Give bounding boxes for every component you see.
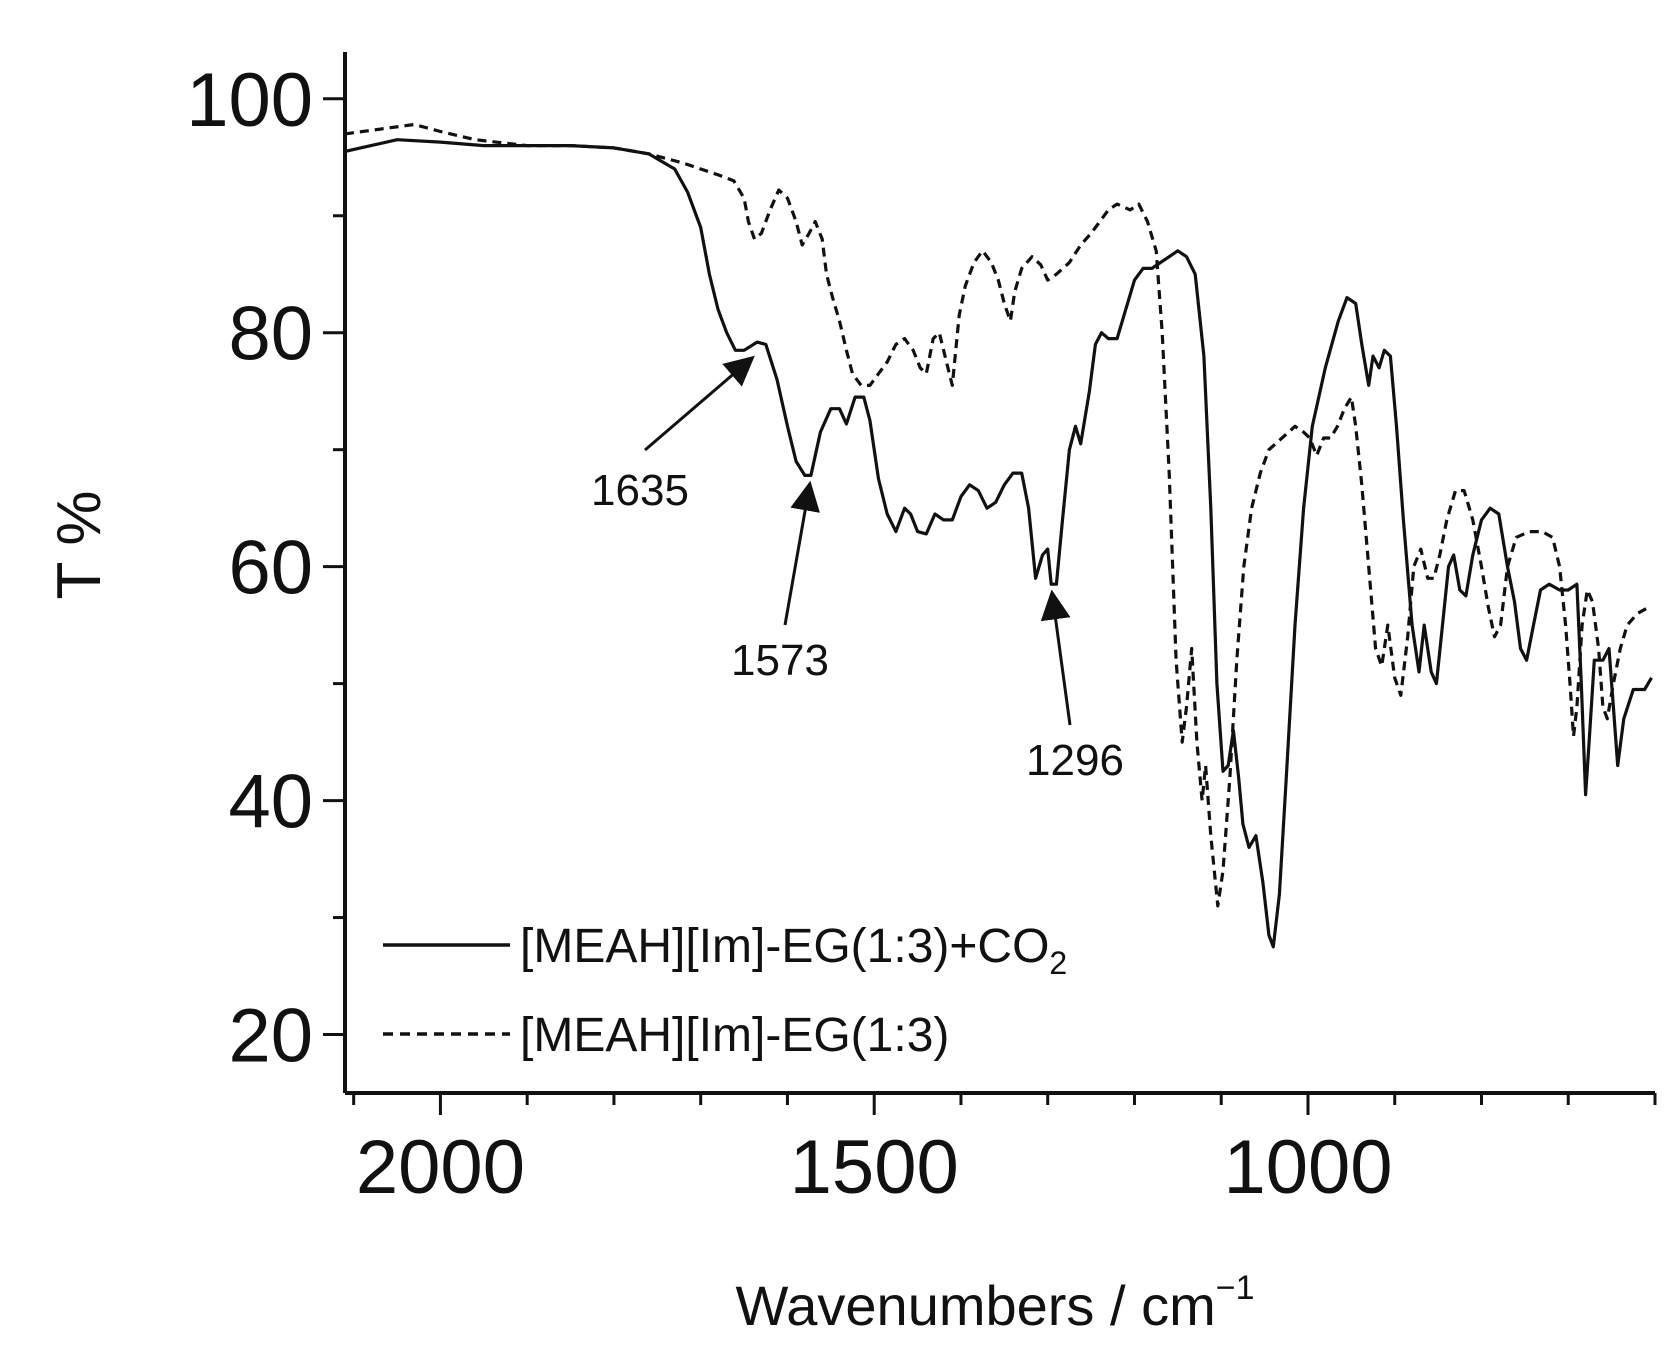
legend: [MEAH][Im]-EG(1:3)+CO2 [MEAH][Im]-EG(1:3… (383, 920, 1067, 1062)
y-tick-label: 60 (228, 526, 313, 611)
annotation-layer: 1635 1573 1296 (591, 355, 1124, 785)
legend-label-base: [MEAH][Im]-EG(1:3) (520, 1009, 949, 1062)
annotation-arrow-1573 (783, 480, 820, 626)
x-ticks: 2000 1500 1000 (352, 1093, 1657, 1210)
annotation-label-1573: 1573 (731, 636, 829, 685)
y-tick-label: 100 (186, 58, 313, 143)
series-layer (344, 122, 1653, 949)
legend-label-co2: [MEAH][Im]-EG(1:3)+CO2 (520, 920, 1067, 981)
y-tick-label: 80 (228, 292, 313, 377)
annotation-label-1635: 1635 (591, 466, 689, 515)
legend-label-co2-subscript: 2 (1049, 945, 1067, 981)
y-axis-title: T % (45, 490, 114, 599)
x-axis-title-superscript: −1 (1216, 1269, 1255, 1307)
series-dashed-line (344, 122, 1649, 908)
series-solid-line (344, 138, 1653, 949)
annotation-arrow-1296 (1040, 589, 1072, 726)
annotation-arrow-1635 (644, 355, 755, 452)
x-axis-title-text: Wavenumbers / cm (735, 1274, 1215, 1337)
y-tick-label: 20 (228, 994, 313, 1079)
x-axis-title: Wavenumbers / cm−1 (735, 1269, 1254, 1337)
legend-label-co2-text: [MEAH][Im]-EG(1:3)+CO (520, 920, 1049, 973)
x-tick-label: 1500 (790, 1125, 959, 1210)
annotation-label-1296: 1296 (1026, 736, 1124, 785)
axes (343, 52, 1655, 1095)
y-ticks: 20 40 60 80 100 (186, 58, 345, 1079)
x-tick-label: 2000 (356, 1125, 525, 1210)
x-tick-label: 1000 (1223, 1125, 1392, 1210)
y-tick-label: 40 (228, 760, 313, 845)
